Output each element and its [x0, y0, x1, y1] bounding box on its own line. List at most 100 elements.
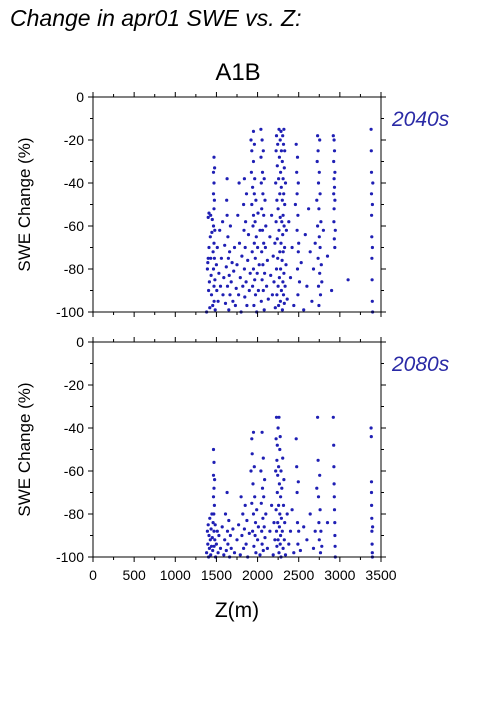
data-point [278, 299, 282, 303]
data-point [208, 538, 212, 542]
data-point [261, 288, 265, 293]
data-point [209, 293, 214, 297]
data-point [281, 250, 285, 254]
data-point [317, 235, 321, 239]
data-point [211, 267, 216, 271]
data-point [315, 486, 319, 490]
data-point [212, 460, 216, 464]
data-point [279, 469, 283, 473]
data-point [256, 538, 260, 542]
data-point [283, 181, 288, 185]
data-point [213, 278, 217, 282]
data-point [215, 288, 219, 293]
data-point [212, 155, 216, 159]
data-point [284, 228, 288, 232]
data-point [207, 280, 211, 284]
data-point [277, 276, 281, 280]
data-point [279, 495, 283, 499]
data-point [212, 207, 216, 211]
data-point [315, 159, 319, 164]
data-point [251, 185, 255, 189]
data-point [212, 299, 216, 303]
data-point [277, 155, 281, 159]
x-tick-label: 1000 [160, 567, 191, 583]
data-point [212, 198, 216, 202]
data-point [205, 551, 209, 555]
data-point [333, 544, 337, 548]
data-point [253, 220, 257, 224]
data-point [251, 529, 255, 533]
data-point [271, 254, 275, 258]
data-point [253, 293, 258, 297]
data-point [281, 280, 285, 284]
y-axis-label: SWE Change (%) [15, 382, 34, 516]
data-point [330, 288, 334, 293]
data-point [237, 523, 241, 527]
data-point [277, 127, 281, 131]
data-point [221, 293, 225, 297]
data-point [251, 213, 256, 217]
data-point [369, 170, 374, 174]
data-point [280, 529, 284, 533]
data-point [244, 192, 249, 196]
data-point [332, 220, 336, 224]
data-point [213, 308, 217, 312]
data-point [209, 544, 214, 548]
data-point [317, 303, 321, 308]
data-point [283, 149, 287, 153]
data-point [242, 228, 246, 232]
data-point [295, 228, 299, 232]
data-point [256, 211, 260, 215]
x-tick-label: 3000 [324, 567, 355, 583]
data-point [316, 415, 320, 419]
y-tick-label: -100 [56, 304, 84, 320]
data-point [224, 265, 228, 269]
data-point [214, 263, 218, 267]
data-point [260, 542, 264, 546]
data-point [218, 284, 223, 288]
data-point [211, 224, 216, 228]
data-point [292, 551, 296, 555]
data-point [332, 508, 337, 512]
data-point [222, 553, 226, 557]
data-point [243, 245, 247, 250]
data-point [333, 170, 337, 174]
data-point [318, 508, 322, 512]
data-point [223, 243, 227, 247]
data-point [275, 443, 279, 447]
data-point [296, 542, 300, 546]
data-point [369, 490, 374, 495]
data-point [206, 523, 210, 527]
data-point [211, 447, 216, 452]
data-point [297, 529, 301, 533]
data-point [249, 138, 253, 142]
data-point [321, 228, 325, 232]
data-point [262, 177, 266, 181]
data-point [216, 551, 220, 555]
data-point [369, 192, 374, 196]
data-point [370, 245, 374, 250]
data-point [282, 166, 286, 170]
data-point [298, 548, 302, 553]
data-point [285, 297, 289, 301]
data-point [295, 465, 299, 469]
data-point [250, 149, 254, 153]
data-point [225, 490, 229, 495]
data-point [316, 458, 320, 462]
data-point [264, 224, 268, 228]
data-point [282, 301, 286, 305]
data-point [277, 525, 281, 529]
data-point [282, 538, 286, 542]
data-point [275, 164, 279, 168]
data-point [320, 544, 324, 548]
data-point [277, 503, 281, 507]
scenario-title: A1B [215, 59, 260, 86]
data-point [229, 546, 233, 551]
data-point [243, 503, 247, 507]
data-point [319, 220, 323, 224]
data-point [253, 495, 257, 499]
data-point [333, 228, 337, 232]
data-point [284, 263, 288, 267]
data-point [254, 551, 258, 555]
data-point [260, 430, 264, 434]
